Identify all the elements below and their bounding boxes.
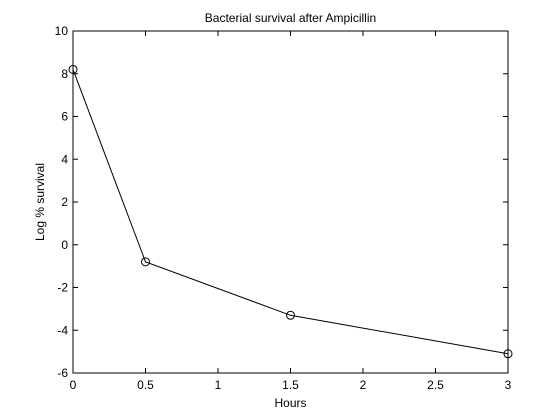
y-tick-label: 2 [61,195,68,209]
x-axis: 0 0.5 1 1.5 2 2.5 3 [70,31,512,392]
y-tick-label: -4 [57,323,68,337]
x-axis-label: Hours [274,396,306,410]
data-point-marker [141,257,150,267]
series-line [72,69,509,355]
x-tick-label: 2.5 [427,378,444,392]
data-point-marker [68,64,78,74]
y-tick-label: -2 [57,281,68,295]
y-tick-label: -6 [57,366,68,380]
series-layer [68,64,513,359]
data-point-marker [286,310,295,320]
x-tick-label: 1.5 [282,378,299,392]
y-tick-label: 0 [61,238,68,252]
y-tick-label: 6 [61,110,68,124]
data-point-marker [503,349,513,359]
chart-title: Bacterial survival after Ampicillin [205,11,376,25]
x-tick-label: 0.5 [137,378,154,392]
x-tick-label: 3 [505,378,512,392]
y-tick-label: 10 [55,24,69,38]
y-tick-label: 4 [61,152,68,166]
y-axis-label: Log % survival [33,163,47,241]
y-axis: -6 -4 -2 0 2 4 6 8 10 [55,24,508,380]
x-tick-label: 0 [70,378,77,392]
x-tick-label: 1 [215,378,222,392]
x-tick-label: 2 [360,378,367,392]
y-tick-label: 8 [61,67,68,81]
